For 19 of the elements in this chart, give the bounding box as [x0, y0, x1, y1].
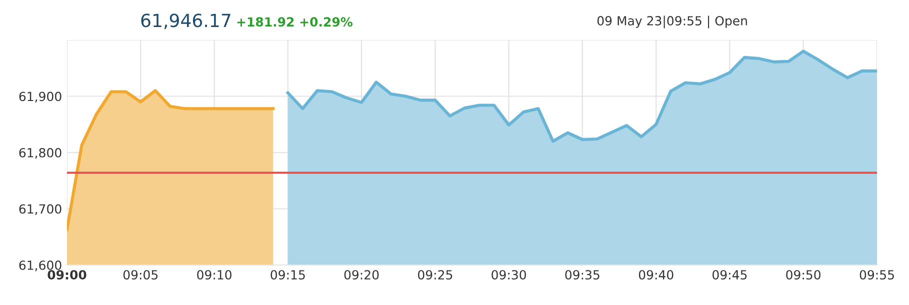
x-tick-label: 09:40	[638, 270, 674, 280]
y-tick-label: 61,700	[19, 204, 62, 215]
x-tick-label: 09:05	[123, 270, 158, 280]
x-tick-label: 09:15	[270, 270, 305, 280]
y-tick-label: 61,900	[19, 92, 62, 102]
x-tick-label: 09:35	[565, 270, 600, 280]
x-tick-label: 09:20	[344, 270, 379, 280]
chart-title: 61,946.17	[141, 14, 230, 30]
x-tick-label: 09:30	[492, 270, 526, 280]
x-tick-label: 09:00	[48, 270, 86, 280]
y-tick-label: 61,600	[19, 260, 62, 272]
x-tick-label: 09:45	[712, 270, 747, 280]
text: 09 May 23|09:55 | Open	[597, 16, 747, 28]
x-tick-label: 09:50	[786, 270, 820, 280]
x-tick-label: 09:10	[197, 270, 232, 280]
y-tick-label: 61,800	[19, 148, 62, 159]
x-tick-label: 09:25	[418, 270, 452, 280]
x-tick-label: 09:55	[860, 270, 894, 280]
chart-subtitle: +181.92 +0.29%	[237, 17, 353, 27]
